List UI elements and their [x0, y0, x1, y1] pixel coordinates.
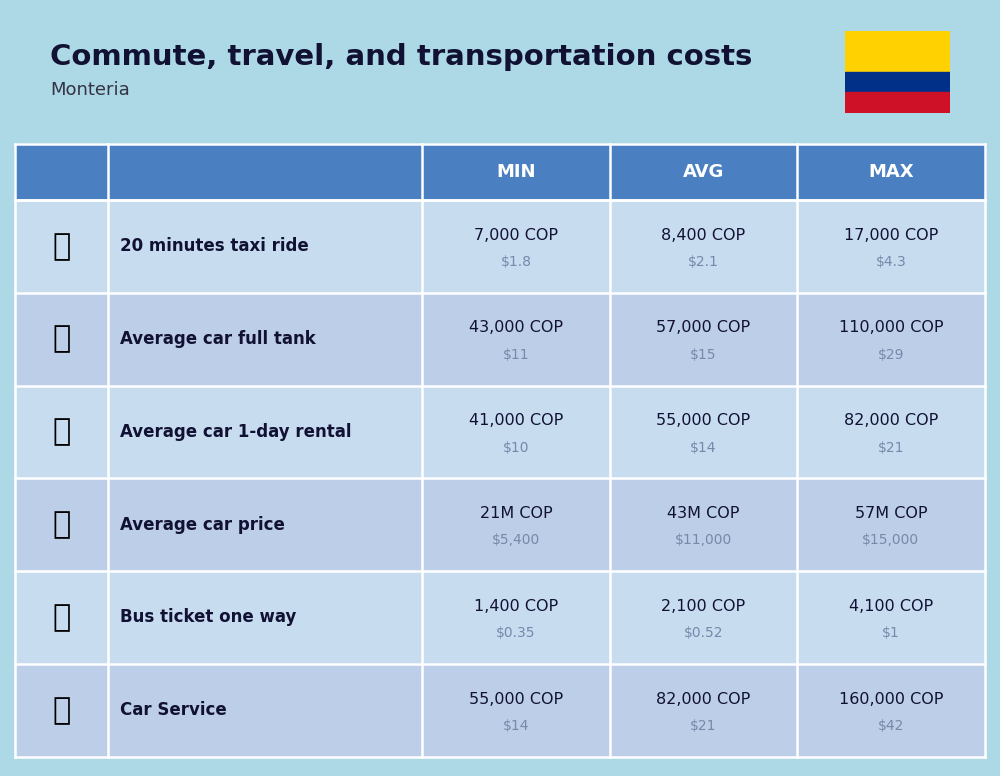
Text: Car Service: Car Service [120, 702, 227, 719]
Text: 8,400 COP: 8,400 COP [661, 227, 745, 243]
Text: 🚌: 🚌 [52, 603, 71, 632]
Bar [15, 200, 985, 293]
Text: 110,000 COP: 110,000 COP [839, 320, 943, 335]
Text: 55,000 COP: 55,000 COP [656, 414, 750, 428]
Text: 🚙: 🚙 [52, 417, 71, 446]
Text: $5,400: $5,400 [492, 533, 540, 547]
Text: 43M COP: 43M COP [667, 506, 739, 521]
Text: ⛽: ⛽ [52, 324, 71, 354]
Text: $0.35: $0.35 [496, 626, 536, 640]
Text: 82,000 COP: 82,000 COP [656, 691, 750, 707]
Text: $29: $29 [878, 348, 904, 362]
Text: 🚗: 🚗 [52, 696, 71, 725]
Text: $14: $14 [503, 719, 529, 733]
Bar [845, 72, 950, 92]
Text: Bus ticket one way: Bus ticket one way [120, 608, 296, 626]
Text: $1: $1 [882, 626, 900, 640]
Text: Average car price: Average car price [120, 516, 285, 534]
Text: 82,000 COP: 82,000 COP [844, 414, 938, 428]
Text: $21: $21 [878, 441, 904, 455]
Text: 17,000 COP: 17,000 COP [844, 227, 938, 243]
Text: 57,000 COP: 57,000 COP [656, 320, 750, 335]
Bar [15, 144, 985, 200]
Text: 43,000 COP: 43,000 COP [469, 320, 563, 335]
Text: Average car 1-day rental: Average car 1-day rental [120, 423, 351, 441]
Text: 55,000 COP: 55,000 COP [469, 691, 563, 707]
Text: Commute, travel, and transportation costs: Commute, travel, and transportation cost… [50, 43, 752, 71]
Bar [15, 478, 985, 571]
Text: 160,000 COP: 160,000 COP [839, 691, 943, 707]
Text: Monteria: Monteria [50, 81, 130, 99]
Text: $15,000: $15,000 [862, 533, 919, 547]
Text: $15: $15 [690, 348, 716, 362]
Text: 7,000 COP: 7,000 COP [474, 227, 558, 243]
Bar [845, 92, 950, 113]
Bar [15, 571, 985, 663]
Text: 🚕: 🚕 [52, 232, 71, 261]
Text: MIN: MIN [496, 163, 536, 181]
Text: $4.3: $4.3 [876, 255, 906, 269]
Text: $0.52: $0.52 [683, 626, 723, 640]
Text: 57M COP: 57M COP [855, 506, 927, 521]
Bar [15, 663, 985, 757]
Text: 4,100 COP: 4,100 COP [849, 599, 933, 614]
Text: $11: $11 [503, 348, 529, 362]
Bar [15, 386, 985, 478]
Bar [845, 31, 950, 72]
Text: 🚗: 🚗 [52, 510, 71, 539]
Text: 41,000 COP: 41,000 COP [469, 414, 563, 428]
Text: $42: $42 [878, 719, 904, 733]
Text: MAX: MAX [868, 163, 914, 181]
Text: 20 minutes taxi ride: 20 minutes taxi ride [120, 237, 309, 255]
Text: AVG: AVG [683, 163, 724, 181]
Text: $21: $21 [690, 719, 716, 733]
Text: $1.8: $1.8 [501, 255, 532, 269]
Text: $10: $10 [503, 441, 529, 455]
Text: 1,400 COP: 1,400 COP [474, 599, 558, 614]
Text: $2.1: $2.1 [688, 255, 719, 269]
Text: Average car full tank: Average car full tank [120, 330, 316, 348]
Text: $11,000: $11,000 [675, 533, 732, 547]
Text: 2,100 COP: 2,100 COP [661, 599, 745, 614]
Text: $14: $14 [690, 441, 716, 455]
Bar [15, 293, 985, 386]
Text: 21M COP: 21M COP [480, 506, 552, 521]
